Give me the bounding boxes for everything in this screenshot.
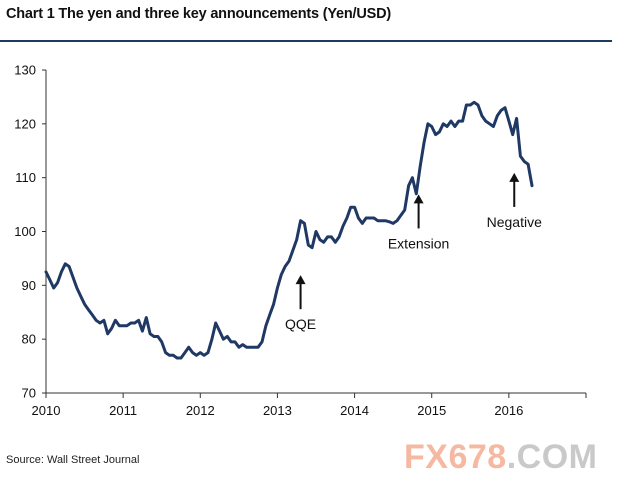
annotation-label: QQE (285, 316, 316, 332)
series-line-yen-usd (44, 100, 534, 360)
source-note: Source: Wall Street Journal (6, 454, 140, 466)
y-tick-label: 80 (22, 332, 36, 347)
annotations: QQE Extension Negative (285, 172, 542, 332)
y-tick-label: 100 (14, 224, 36, 239)
annotation-label: Negative (487, 214, 542, 230)
annotation-extension: Extension (388, 194, 449, 251)
y-tick-label: 90 (22, 278, 36, 293)
x-tick-label: 2010 (32, 403, 61, 418)
annotation-arrow-head (509, 172, 520, 182)
x-tick-label: 2014 (340, 403, 369, 418)
x-tick-label: 2013 (263, 403, 292, 418)
y-tick-label: 130 (14, 63, 36, 78)
x-tick-label: 2012 (186, 403, 215, 418)
y-tick-label: 120 (14, 116, 36, 131)
chart-axes (42, 69, 587, 398)
chart-title: Chart 1 The yen and three key announceme… (6, 6, 392, 22)
annotation-arrow-head (413, 194, 424, 204)
annotation-negative: Negative (487, 172, 542, 230)
x-tick-label: 2011 (109, 403, 137, 418)
tick-labels: 70 80 90 100 110 120 130 2010 2011 2012 2013 2014 20… (14, 63, 523, 419)
annotation-arrow-head (295, 275, 306, 285)
watermark-part1: FX678 (404, 438, 507, 476)
x-tick-label: 2015 (417, 403, 446, 418)
x-tick-label: 2016 (494, 403, 523, 418)
annotation-label: Extension (388, 235, 449, 251)
annotation-qqe: QQE (285, 275, 316, 332)
title-rule (0, 40, 612, 42)
watermark-part2: .COM (506, 438, 598, 476)
y-tick-label: 70 (22, 386, 36, 401)
watermark-logo: FX678.COM (404, 438, 597, 477)
y-tick-label: 110 (15, 170, 36, 185)
